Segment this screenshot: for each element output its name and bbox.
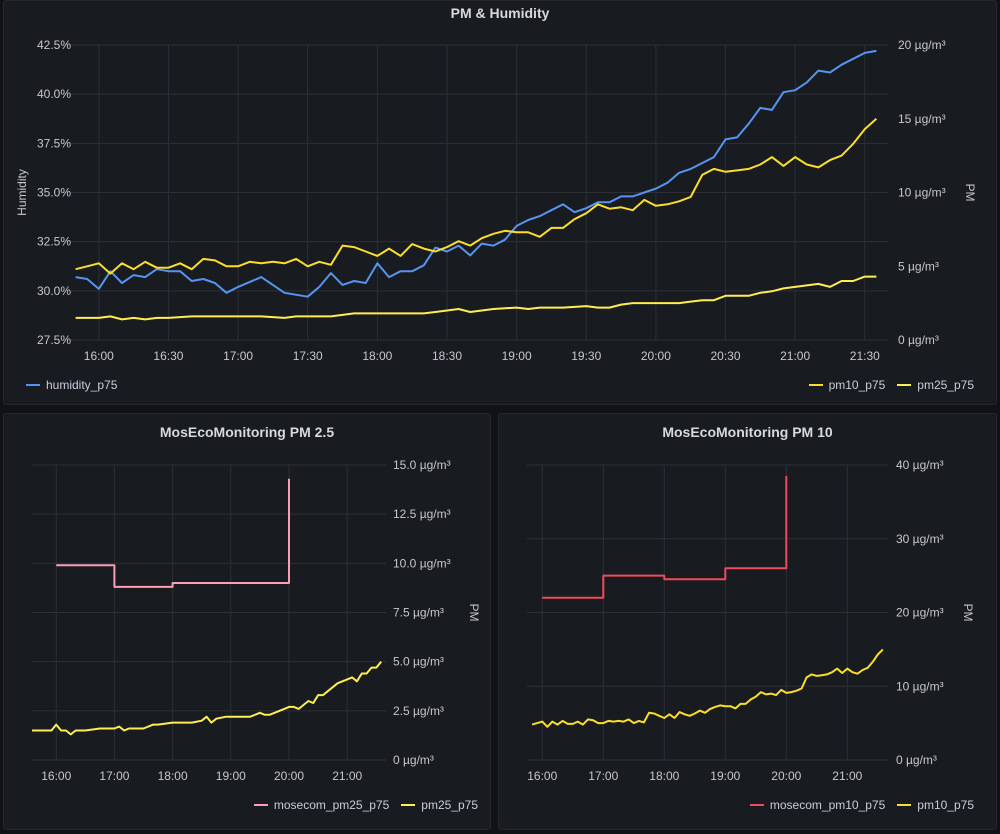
panel-title[interactable]: PM & Humidity (450, 5, 550, 21)
legend-item-humidity[interactable]: humidity_p75 (26, 378, 117, 392)
y-right-axis-label: PM (961, 604, 975, 622)
panel-title[interactable]: MosEcoMonitoring PM 10 (662, 424, 833, 440)
x-tick-label: 20:00 (641, 349, 671, 363)
x-tick-label: 21:30 (850, 349, 880, 363)
x-tick-label: 16:30 (153, 349, 183, 363)
y-right-tick-label: 0 µg/m³ (393, 753, 434, 767)
legend-label: pm25_p75 (421, 798, 478, 812)
y-right-tick-label: 15 µg/m³ (898, 112, 946, 126)
y-right-tick-label: 40 µg/m³ (896, 458, 944, 472)
y-right-tick-label: 0 µg/m³ (898, 333, 939, 347)
x-tick-label: 20:30 (711, 349, 741, 363)
x-tick-label: 20:00 (274, 769, 304, 783)
x-tick-label: 18:00 (362, 349, 392, 363)
legend-label: humidity_p75 (46, 378, 118, 392)
y-right-tick-label: 10 µg/m³ (898, 186, 946, 200)
x-tick-label: 17:00 (99, 769, 129, 783)
y-right-tick-label: 2.5 µg/m³ (393, 704, 444, 718)
y-right-tick-label: 10.0 µg/m³ (393, 556, 451, 570)
series-line-pm25-p75 (32, 661, 382, 736)
legend-swatch (749, 804, 764, 806)
y-left-tick-label: 42.5% (37, 38, 71, 52)
x-tick-label: 19:00 (216, 769, 246, 783)
legend-swatch (401, 804, 416, 806)
y-right-tick-label: 0 µg/m³ (896, 753, 937, 767)
pm-humidity-panel: PM & Humidity 27.5% 30.0% 32.5% 35.0% 37.5% 4… (3, 0, 997, 405)
legend-label: pm10_p75 (917, 798, 974, 812)
x-tick-label: 16:00 (41, 769, 71, 783)
y-left-tick-label: 30.0% (37, 284, 71, 298)
x-tick-label: 21:00 (780, 349, 810, 363)
legend-swatch (897, 384, 912, 386)
y-left-tick-label: 37.5% (37, 136, 71, 150)
legend: mosecom_pm10_p75 pm10_p75 (749, 798, 974, 812)
series-line-mosecom-pm25-p75 (56, 478, 290, 588)
y-right-tick-label: 12.5 µg/m³ (393, 507, 451, 521)
y-left-tick-label: 35.0% (37, 186, 71, 200)
y-right-tick-label: 15.0 µg/m³ (393, 458, 451, 472)
x-tick-label: 20:00 (771, 769, 801, 783)
legend: mosecom_pm25_p75 pm25_p75 (253, 798, 478, 812)
y-left-tick-label: 40.0% (37, 87, 71, 101)
x-tick-label: 19:00 (502, 349, 532, 363)
y-right-tick-label: 20 µg/m³ (896, 606, 944, 620)
y-right-tick-label: 20 µg/m³ (898, 38, 946, 52)
x-tick-label: 21:00 (332, 769, 362, 783)
legend-swatch (253, 804, 268, 806)
legend-item-pm25[interactable]: pm25_p75 (401, 798, 478, 812)
legend-right: pm10_p75 pm25_p75 (808, 378, 974, 392)
pm10-panel: MosEcoMonitoring PM 10 0 µg/m³ 10 µg/m³ 20… (498, 413, 997, 830)
pm-humidity-chart: 27.5% 30.0% 32.5% 35.0% 37.5% 40.0% 42.5% Humid… (15, 38, 977, 363)
series-line-pm10-p75 (531, 648, 884, 728)
x-tick-label: 18:00 (158, 769, 188, 783)
x-tick-label: 17:00 (223, 349, 253, 363)
y-left-axis-label: Humidity (15, 169, 29, 216)
pm10-chart: 0 µg/m³ 10 µg/m³ 20 µg/m³ 30 µg/m³ 40 µg/m³ P… (527, 458, 975, 783)
series-line-pm10-p75 (75, 118, 878, 275)
y-right-axis-label: PM (467, 604, 481, 622)
y-right-tick-label: 5 µg/m³ (898, 259, 939, 273)
x-tick-label: 19:00 (710, 769, 740, 783)
legend-label: mosecom_pm25_p75 (273, 798, 390, 812)
legend-label: mosecom_pm10_p75 (769, 798, 886, 812)
x-tick-label: 18:00 (649, 769, 679, 783)
y-right-tick-label: 30 µg/m³ (896, 532, 944, 546)
legend-item-pm10[interactable]: pm10_p75 (897, 798, 974, 812)
x-tick-label: 17:00 (588, 769, 618, 783)
series-line-pm25-p75 (75, 275, 877, 321)
legend-label: pm25_p75 (917, 378, 974, 392)
legend-left: humidity_p75 (26, 378, 117, 392)
x-tick-label: 16:00 (84, 349, 114, 363)
pm25-panel: MosEcoMonitoring PM 2.5 0 µg/m³ 2.5 µg/m³… (3, 413, 491, 830)
legend-item-pm10[interactable]: pm10_p75 (808, 378, 886, 392)
legend-item-pm25[interactable]: pm25_p75 (897, 378, 974, 392)
panel-title[interactable]: MosEcoMonitoring PM 2.5 (159, 424, 335, 440)
legend-label: pm10_p75 (828, 378, 886, 392)
x-tick-label: 16:00 (527, 769, 557, 783)
legend-swatch (26, 384, 40, 386)
x-tick-label: 21:00 (832, 769, 862, 783)
y-right-axis-label: PM (963, 184, 977, 202)
y-right-tick-label: 7.5 µg/m³ (393, 606, 444, 620)
x-tick-label: 18:30 (432, 349, 462, 363)
y-right-tick-label: 5.0 µg/m³ (393, 655, 444, 669)
y-left-tick-label: 32.5% (37, 235, 71, 249)
pm25-chart: 0 µg/m³ 2.5 µg/m³ 5.0 µg/m³ 7.5 µg/m³ 10.0 µ… (32, 458, 481, 783)
series-line-mosecom-pm10-p75 (542, 476, 788, 599)
series-line-humidity-p75 (75, 49, 877, 298)
legend-swatch (808, 384, 823, 386)
legend-swatch (897, 804, 912, 806)
y-right-tick-label: 10 µg/m³ (896, 679, 944, 693)
legend-item-mosecom-pm25[interactable]: mosecom_pm25_p75 (253, 798, 390, 812)
y-left-tick-label: 27.5% (37, 333, 71, 347)
legend-item-mosecom-pm10[interactable]: mosecom_pm10_p75 (749, 798, 886, 812)
x-tick-label: 17:30 (293, 349, 323, 363)
x-tick-label: 19:30 (571, 349, 601, 363)
